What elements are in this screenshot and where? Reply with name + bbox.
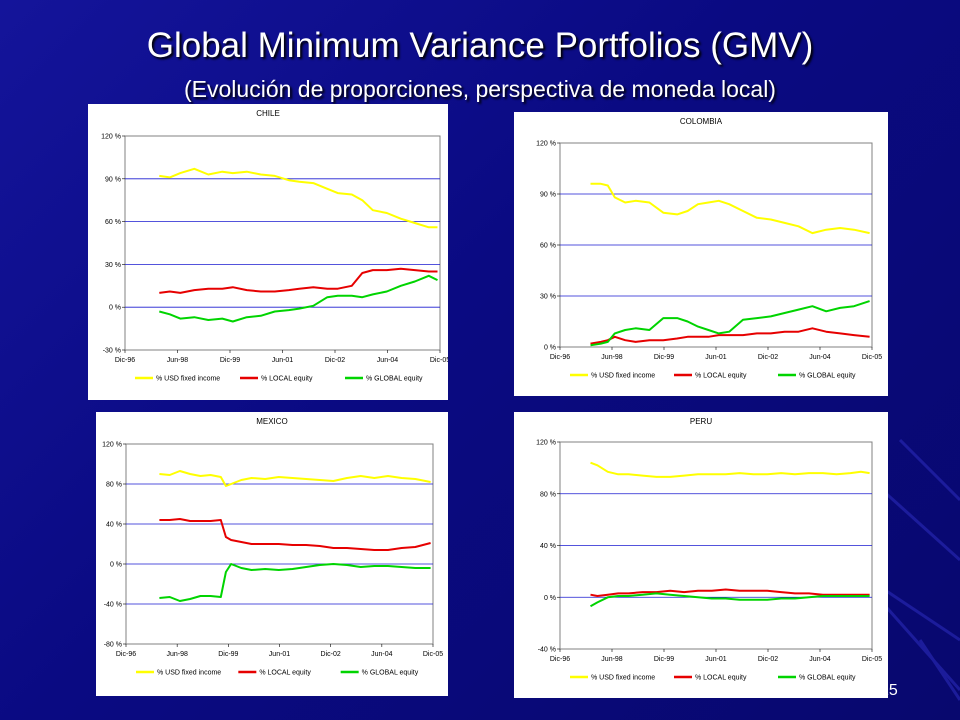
- chart-mexico: MEXICO 120 % 80 % 40 % 0 % -40 % -80 % Dic-96 Ju…: [102, 417, 443, 677]
- series-line-peru-2: [590, 592, 870, 608]
- x-tick-label: Jun-04: [809, 354, 831, 361]
- legend-label: % GLOBAL equity: [799, 675, 856, 682]
- x-tick-label: Jun-98: [167, 357, 189, 364]
- series-line-colombia-0: [590, 182, 870, 235]
- x-tick-label: Dic-05: [423, 651, 443, 658]
- chart-panel-chile: CHILE 120 % 90 % 60 % 30 % 0 % -30 % Dic-96 Jun-…: [88, 104, 448, 400]
- series-line-mexico-2: [159, 563, 431, 602]
- x-tick-label: Dic-05: [862, 354, 882, 361]
- chart-title-mexico: MEXICO: [256, 417, 288, 426]
- y-tick-label: 120 %: [536, 440, 556, 447]
- y-tick-label: 120 %: [102, 442, 122, 449]
- x-tick-label: Dic-05: [862, 656, 882, 663]
- legend-label: % LOCAL equity: [259, 670, 311, 677]
- x-tick-label: Dic-99: [654, 656, 674, 663]
- y-tick-label: -80 %: [104, 642, 122, 649]
- slide-title: Global Minimum Variance Portfolios (GMV): [146, 26, 814, 65]
- y-tick-label: 80 %: [540, 491, 556, 498]
- series-line-mexico-1: [159, 518, 431, 551]
- x-tick-label: Dic-96: [116, 651, 136, 658]
- series-line-mexico-0: [159, 470, 431, 487]
- chart-panel-peru: PERU 120 % 80 % 40 % 0 % -40 % Dic-96 Jun-98 Dic…: [514, 412, 888, 698]
- slide-subtitle: (Evolución de proporciones, perspectiva …: [184, 76, 776, 102]
- y-tick-label: 40 %: [106, 522, 122, 529]
- legend-label: % GLOBAL equity: [362, 670, 419, 677]
- chart-peru: PERU 120 % 80 % 40 % 0 % -40 % Dic-96 Jun-98 Dic…: [536, 417, 882, 682]
- series-line-chile-1: [159, 267, 438, 294]
- x-tick-label: Jun-98: [601, 354, 623, 361]
- y-tick-label: 0 %: [544, 345, 556, 352]
- legend-label: % USD fixed income: [156, 376, 220, 383]
- x-tick-label: Dic-05: [430, 357, 448, 364]
- y-tick-label: 120 %: [101, 134, 121, 141]
- y-tick-label: 90 %: [105, 176, 121, 183]
- y-tick-label: 60 %: [540, 243, 556, 250]
- page-number: 15: [880, 682, 898, 699]
- x-tick-label: Dic-02: [321, 651, 341, 658]
- x-tick-label: Jun-01: [705, 656, 727, 663]
- y-tick-label: 30 %: [540, 294, 556, 301]
- x-tick-label: Dic-96: [550, 656, 570, 663]
- series-line-peru-1: [590, 588, 870, 597]
- x-tick-label: Dic-02: [325, 357, 345, 364]
- series-line-colombia-1: [590, 327, 870, 345]
- x-tick-label: Dic-99: [654, 354, 674, 361]
- x-tick-label: Dic-96: [115, 357, 135, 364]
- y-tick-label: 0 %: [544, 595, 556, 602]
- legend-label: % GLOBAL equity: [799, 373, 856, 380]
- x-tick-label: Dic-99: [218, 651, 238, 658]
- legend-label: % USD fixed income: [591, 675, 655, 682]
- y-tick-label: 40 %: [540, 543, 556, 550]
- chart-title-chile: CHILE: [256, 109, 280, 118]
- legend-label: % USD fixed income: [157, 670, 221, 677]
- chart-colombia: COLOMBIA 120 % 90 % 60 % 30 % 0 % Dic-96 Jun-98…: [536, 117, 882, 380]
- x-tick-label: Jun-98: [601, 656, 623, 663]
- x-tick-label: Jun-01: [272, 357, 294, 364]
- y-tick-label: 60 %: [105, 219, 121, 226]
- y-tick-label: -30 %: [103, 348, 121, 355]
- y-tick-label: -40 %: [104, 602, 122, 609]
- chart-panel-mexico: MEXICO 120 % 80 % 40 % 0 % -40 % -80 % Dic-96 Ju…: [96, 412, 448, 696]
- legend-label: % LOCAL equity: [695, 373, 747, 380]
- x-tick-label: Jun-04: [809, 656, 831, 663]
- legend-label: % USD fixed income: [591, 373, 655, 380]
- legend-label: % GLOBAL equity: [366, 376, 423, 383]
- legend-label: % LOCAL equity: [261, 376, 313, 383]
- x-tick-label: Dic-99: [220, 357, 240, 364]
- y-tick-label: 30 %: [105, 262, 121, 269]
- series-line-peru-0: [590, 461, 870, 478]
- y-tick-label: 120 %: [536, 141, 556, 148]
- y-tick-label: 0 %: [109, 305, 121, 312]
- x-tick-label: Jun-01: [705, 354, 727, 361]
- x-tick-label: Jun-04: [377, 357, 399, 364]
- series-line-chile-0: [159, 167, 438, 229]
- x-tick-label: Jun-01: [269, 651, 291, 658]
- x-tick-label: Dic-02: [758, 354, 778, 361]
- y-tick-label: 90 %: [540, 192, 556, 199]
- y-tick-label: 0 %: [110, 562, 122, 569]
- chart-panel-colombia: COLOMBIA 120 % 90 % 60 % 30 % 0 % Dic-96 Jun-98…: [514, 112, 888, 396]
- chart-title-peru: PERU: [690, 417, 712, 426]
- x-tick-label: Jun-04: [371, 651, 393, 658]
- chart-title-colombia: COLOMBIA: [680, 117, 723, 126]
- x-tick-label: Jun-98: [166, 651, 188, 658]
- legend-label: % LOCAL equity: [695, 675, 747, 682]
- series-line-colombia-2: [590, 300, 870, 347]
- x-tick-label: Dic-96: [550, 354, 570, 361]
- series-line-chile-2: [159, 274, 438, 323]
- y-tick-label: -40 %: [538, 647, 556, 654]
- chart-chile: CHILE 120 % 90 % 60 % 30 % 0 % -30 % Dic-96 Jun-…: [101, 109, 448, 383]
- plot-area: [124, 135, 441, 351]
- y-tick-label: 80 %: [106, 482, 122, 489]
- x-tick-label: Dic-02: [758, 656, 778, 663]
